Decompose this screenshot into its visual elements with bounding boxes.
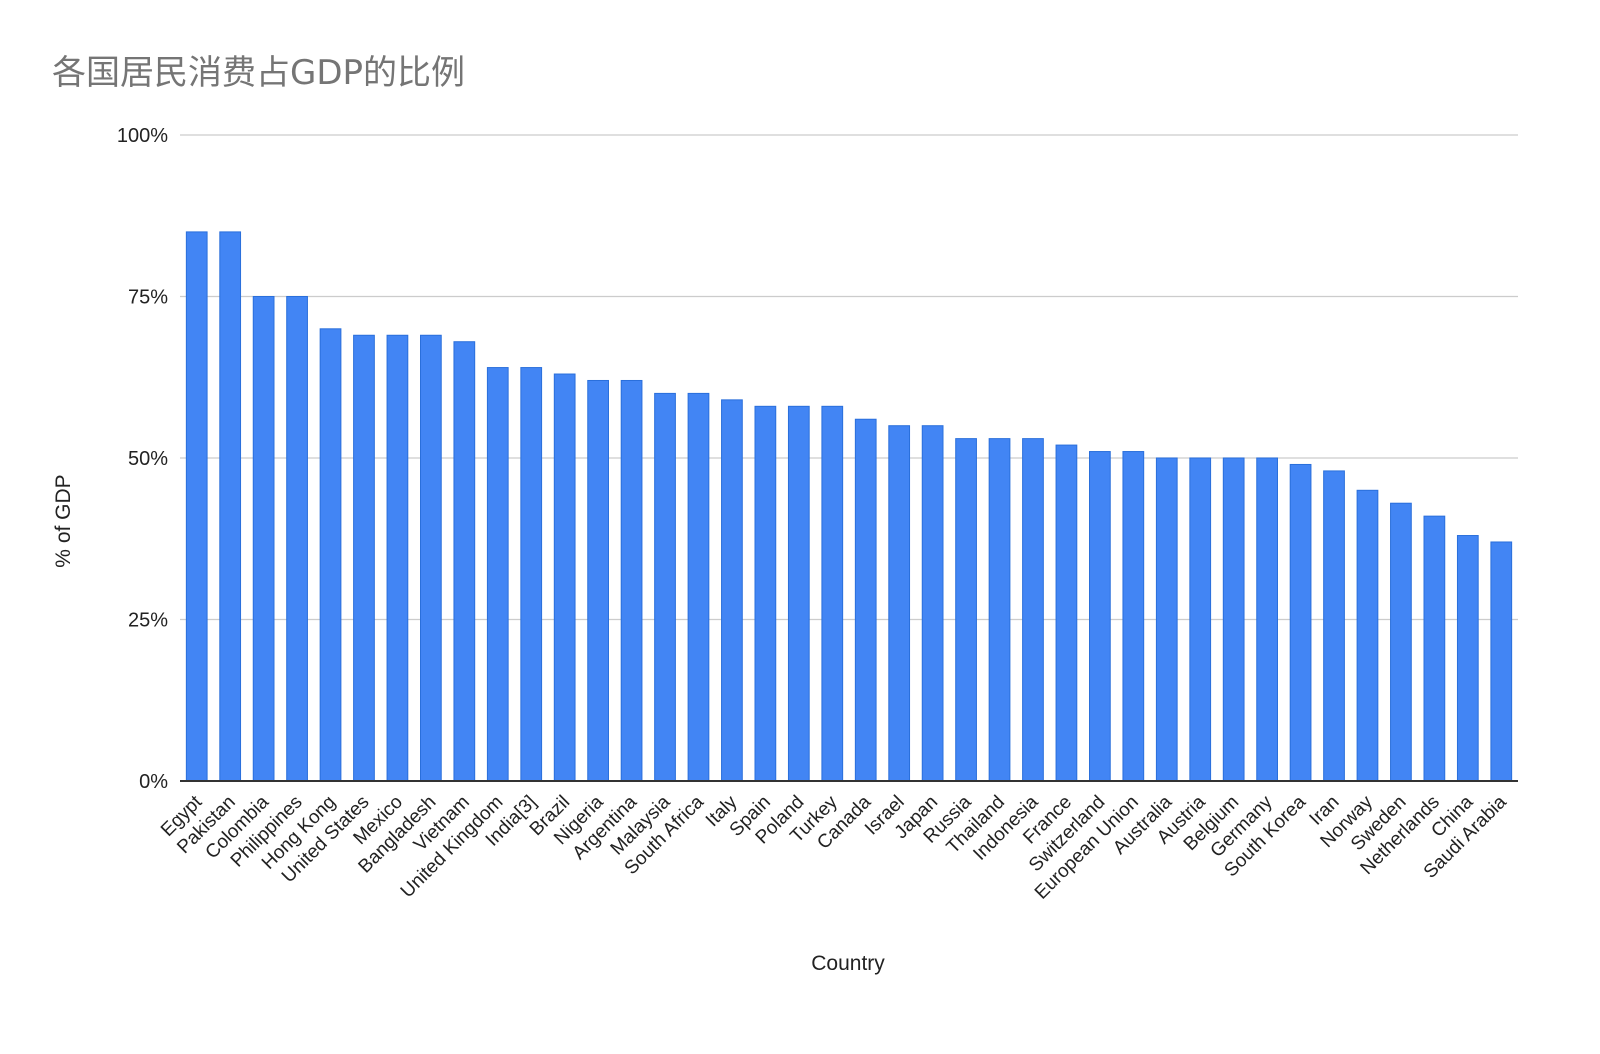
bar xyxy=(1122,451,1145,782)
bars xyxy=(180,231,1518,782)
bar xyxy=(319,328,342,782)
bar xyxy=(185,231,208,782)
bar xyxy=(420,334,442,782)
bar xyxy=(252,296,275,782)
bar xyxy=(687,392,710,782)
bar xyxy=(1323,470,1345,782)
bar xyxy=(921,425,944,782)
bar xyxy=(1356,489,1379,782)
x-axis-title: Country xyxy=(811,952,885,975)
bar xyxy=(486,367,509,782)
bar xyxy=(453,341,476,782)
bar xyxy=(1055,444,1078,782)
bar xyxy=(1189,457,1212,782)
bar xyxy=(587,379,609,782)
bar xyxy=(787,405,810,782)
y-tick-label: 75% xyxy=(128,287,168,309)
y-tick-label: 50% xyxy=(128,448,168,470)
bar xyxy=(1155,457,1178,782)
bar xyxy=(553,373,576,782)
y-axis-ticks: 0% 25% 50% 75% 100% xyxy=(117,125,168,793)
bar xyxy=(821,405,844,782)
bar xyxy=(988,438,1011,782)
bar xyxy=(1256,457,1278,782)
bar xyxy=(353,334,375,782)
bar xyxy=(854,418,877,782)
bar xyxy=(888,425,911,782)
bar xyxy=(386,334,409,782)
bar xyxy=(620,379,643,782)
y-tick-label: 0% xyxy=(139,771,168,793)
y-tick-label: 100% xyxy=(117,125,168,147)
y-tick-label: 25% xyxy=(128,610,168,632)
y-axis-title: % of GDP xyxy=(52,474,75,567)
bar xyxy=(520,367,543,782)
bar xyxy=(1423,515,1446,782)
bar xyxy=(219,231,242,782)
gridlines xyxy=(180,134,1518,621)
bar xyxy=(654,392,676,782)
bar xyxy=(1089,451,1111,782)
bar xyxy=(1222,457,1245,782)
bar xyxy=(1456,535,1479,782)
bar xyxy=(1390,502,1412,782)
bar xyxy=(1022,438,1044,782)
bar xyxy=(955,438,977,782)
bar xyxy=(754,405,777,782)
bar xyxy=(286,296,308,782)
chart-title: 各国居民消费占GDP的比例 xyxy=(52,53,465,93)
bar xyxy=(1289,463,1312,782)
bar xyxy=(721,399,743,782)
bar xyxy=(1490,541,1513,782)
